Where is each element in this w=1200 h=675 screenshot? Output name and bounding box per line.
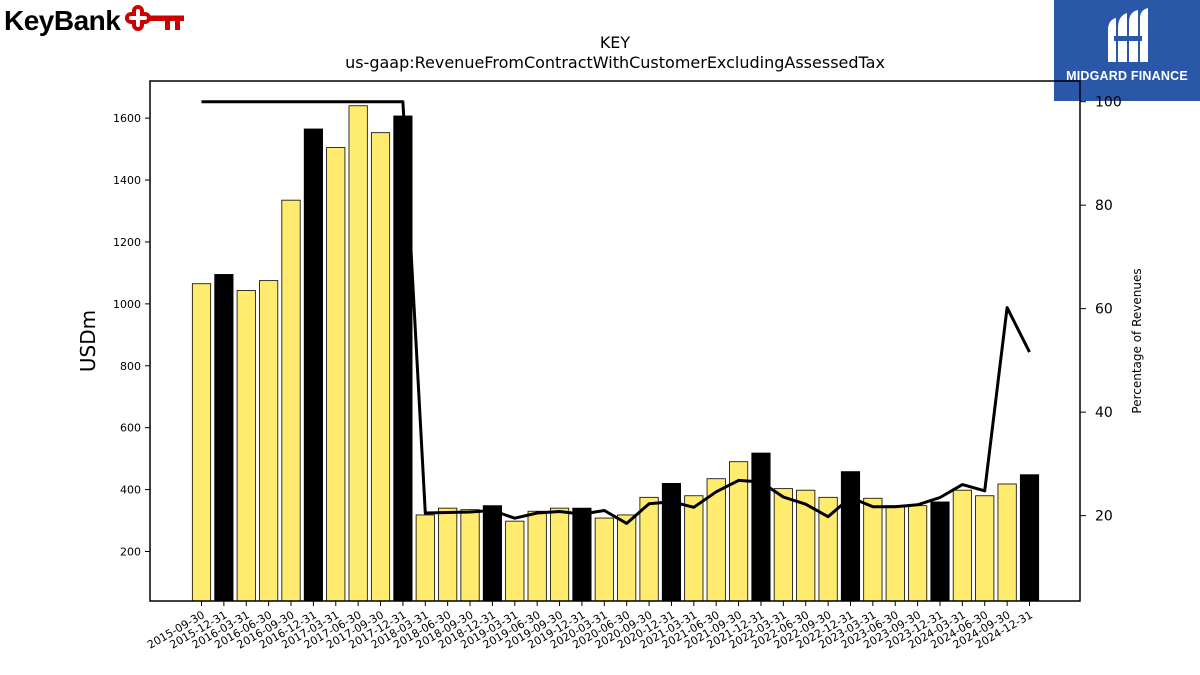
bar-2020-09-30: [639, 496, 659, 602]
left-axis-ticks: 200 400 600 800 1000 1200 1400 1600: [113, 112, 150, 558]
y2-tick-label: 60: [1095, 302, 1113, 318]
bar-2019-06-30: [527, 510, 547, 602]
bar-2019-03-31: [505, 520, 525, 602]
y2-tick-label: 80: [1095, 198, 1113, 214]
right-axis-ticks: 20 40 60 80 100: [1080, 95, 1122, 525]
x-axis-ticks: 2015-09-302015-12-312016-03-312016-06-30…: [145, 601, 1035, 652]
y-tick-label: 600: [120, 422, 141, 435]
bar-2024-03-31: [952, 489, 972, 602]
key-icon: [125, 4, 185, 31]
plot-frame: [149, 80, 1081, 602]
midgard-finance-logo: MIDGARD FINANCE: [1054, 0, 1200, 101]
y2-axis-label: Percentage of Revenues: [1130, 268, 1144, 413]
bar-2024-09-30: [997, 483, 1017, 602]
y-axis-label: USDm: [76, 310, 100, 372]
y2-tick-label: 100: [1095, 95, 1122, 111]
chart-subtitle: us-gaap:RevenueFromContractWithCustomerE…: [345, 53, 885, 72]
midgard-emblem-icon: [1108, 8, 1148, 62]
bar-2019-12-31: [572, 507, 592, 602]
bar-2022-12-31: [840, 471, 861, 602]
bar-2018-06-30: [438, 507, 458, 602]
bar-2016-09-30: [281, 199, 301, 602]
keybank-logo: KeyBank: [4, 4, 188, 38]
bar-2021-12-31: [751, 452, 771, 602]
y2-tick-label: 40: [1095, 405, 1113, 421]
bar-2015-09-30: [191, 283, 212, 602]
bars-group: [191, 105, 1040, 602]
bar-2016-12-31: [303, 128, 323, 602]
bar-2018-12-31: [482, 505, 502, 602]
bar-2016-03-31: [236, 290, 256, 602]
bar-2017-03-31: [326, 147, 346, 602]
bar-2017-09-30: [370, 132, 391, 602]
chart-title: KEY: [600, 33, 631, 52]
y-tick-label: 1200: [113, 236, 141, 249]
bar-2023-09-30: [908, 505, 928, 602]
bar-2022-03-31: [773, 488, 793, 602]
bar-2015-12-31: [214, 274, 234, 602]
bar-2020-06-30: [617, 514, 637, 602]
bar-2018-09-30: [460, 509, 480, 602]
y-tick-label: 800: [120, 360, 141, 373]
bar-2024-12-31: [1019, 474, 1040, 602]
keybank-wordmark: KeyBank: [4, 5, 121, 36]
y2-tick-label: 20: [1095, 509, 1113, 525]
bar-2021-03-31: [684, 495, 704, 602]
bar-2018-03-31: [415, 514, 435, 602]
y-tick-label: 400: [120, 484, 141, 497]
bar-2017-12-31: [393, 115, 413, 602]
bar-2017-06-30: [348, 105, 368, 602]
bar-2023-03-31: [863, 497, 883, 602]
bar-2023-12-31: [930, 501, 950, 602]
bar-2023-06-30: [885, 505, 905, 602]
bar-2020-03-31: [594, 517, 614, 602]
bar-2019-09-30: [549, 507, 570, 602]
y-tick-label: 1600: [113, 112, 141, 125]
y-tick-label: 1000: [113, 298, 141, 311]
y-tick-label: 1400: [113, 174, 141, 187]
y-tick-label: 200: [120, 545, 141, 558]
percentage-line: [201, 100, 1031, 525]
bar-2016-06-30: [259, 280, 279, 602]
bar-2024-06-30: [975, 495, 995, 602]
midgard-wordmark: MIDGARD FINANCE: [1066, 69, 1188, 83]
